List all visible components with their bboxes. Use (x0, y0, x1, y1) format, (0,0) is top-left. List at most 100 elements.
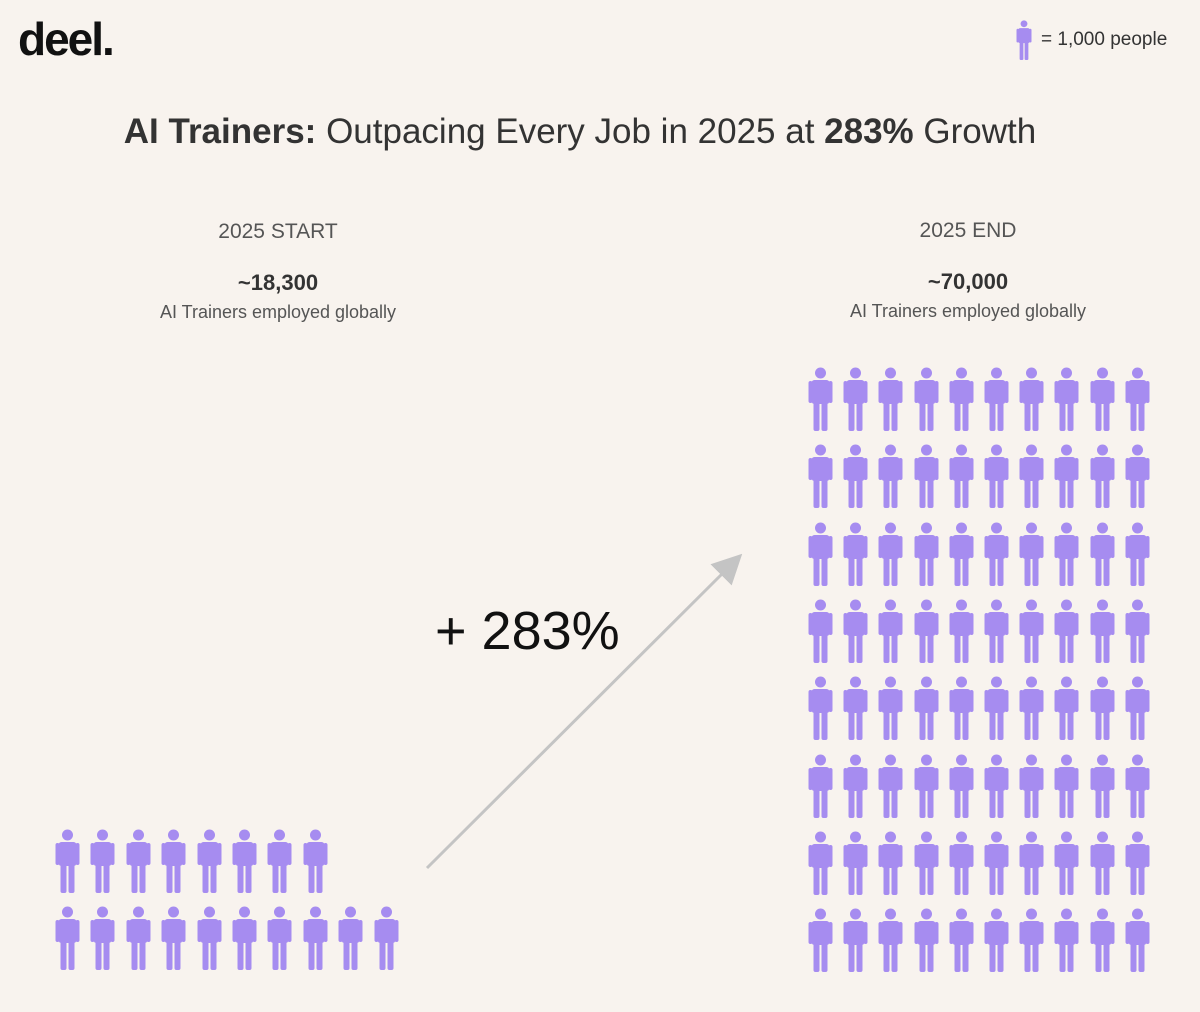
end-person-icon (1125, 444, 1150, 509)
end-person-icon (843, 522, 868, 586)
end-person-icon (808, 754, 833, 818)
end-person-icon (984, 676, 1009, 741)
start-person-icon (267, 829, 292, 893)
end-person-icon (949, 444, 974, 509)
end-person-icon (1090, 444, 1115, 509)
end-person-icon (878, 522, 903, 586)
end-person-icon (1054, 367, 1079, 431)
end-person-icon (1054, 754, 1079, 818)
start-header: 2025 START ~18,300 AI Trainers employed … (78, 220, 478, 323)
legend-text: = 1,000 people (1041, 29, 1168, 50)
end-person-icon (1054, 522, 1079, 586)
end-person-icon (1090, 831, 1115, 895)
end-person-icon (1019, 522, 1044, 586)
end-person-icon (984, 908, 1009, 973)
end-person-icon (1090, 908, 1115, 973)
start-person-icon (90, 829, 115, 893)
end-person-icon (1090, 522, 1115, 586)
end-person-icon (914, 831, 939, 895)
end-person-icon (843, 444, 868, 509)
end-person-icon (808, 831, 833, 895)
end-person-icon (949, 367, 974, 431)
end-person-icon (878, 831, 903, 895)
end-person-icon (1125, 831, 1150, 895)
end-person-icon (1054, 908, 1079, 973)
end-person-icon (843, 831, 868, 895)
end-person-icon (808, 599, 833, 663)
start-person-icon (197, 906, 222, 970)
end-person-icon (914, 522, 939, 586)
person-icon (1016, 20, 1032, 60)
end-person-icon (1125, 908, 1150, 973)
start-period: 2025 START (218, 220, 338, 243)
start-person-icon (126, 906, 151, 970)
end-person-icon (843, 754, 868, 818)
end-person-icon (808, 908, 833, 973)
end-count: ~70,000 (927, 269, 1009, 294)
end-period: 2025 END (919, 219, 1017, 242)
end-person-icon (914, 367, 939, 431)
end-person-icon (914, 444, 939, 509)
start-caption: AI Trainers employed globally (159, 302, 397, 322)
end-person-icon (1019, 444, 1044, 509)
end-person-icon (1019, 367, 1044, 431)
title-prefix: AI Trainers: (123, 112, 317, 151)
end-person-icon (914, 599, 939, 663)
legend: = 1,000 people (1015, 20, 1167, 60)
start-person-icon (55, 829, 80, 893)
end-person-icon (984, 367, 1009, 431)
end-person-icon (843, 676, 868, 741)
chart-title: AI Trainers: Outpacing Every Job in 2025… (0, 112, 1160, 152)
end-person-icon (984, 831, 1009, 895)
end-person-icon (878, 367, 903, 431)
end-person-icon (949, 908, 974, 973)
end-person-icon (1019, 908, 1044, 973)
end-person-icon (1019, 599, 1044, 663)
end-person-icon (1090, 367, 1115, 431)
end-person-icon (1054, 676, 1079, 741)
title-suffix: Growth (913, 112, 1037, 151)
end-person-icon (1054, 444, 1079, 509)
end-person-icon (914, 908, 939, 973)
end-person-icon (1125, 676, 1150, 741)
start-person-icon (90, 906, 115, 970)
end-person-icon (1019, 831, 1044, 895)
end-person-icon (843, 908, 868, 973)
end-person-icon (1125, 599, 1150, 663)
end-person-icon (949, 676, 974, 741)
end-person-icon (984, 754, 1009, 818)
end-person-icon (878, 444, 903, 509)
end-person-icon (949, 754, 974, 818)
start-person-icon (232, 906, 257, 970)
end-person-icon (914, 676, 939, 741)
end-person-icon (878, 754, 903, 818)
start-person-icon (267, 906, 292, 970)
end-person-icon (1125, 522, 1150, 586)
end-person-icon (808, 676, 833, 741)
end-person-icon (878, 676, 903, 741)
start-person-icon (374, 906, 399, 970)
start-person-icon (303, 829, 328, 893)
end-person-icon (1054, 831, 1079, 895)
end-person-icon (808, 522, 833, 586)
start-person-icon (232, 829, 257, 893)
end-person-icon (1019, 754, 1044, 818)
end-person-icon (949, 599, 974, 663)
start-person-icon (126, 829, 151, 893)
start-person-icon (161, 906, 186, 970)
start-person-icon (338, 906, 363, 970)
end-person-icon (949, 522, 974, 586)
start-person-icon (197, 829, 222, 893)
end-person-icon (808, 367, 833, 431)
end-person-icon (1090, 676, 1115, 741)
end-person-icon (1125, 367, 1150, 431)
end-person-icon (878, 599, 903, 663)
end-person-icon (949, 831, 974, 895)
deel-logo: deel. (18, 13, 115, 65)
start-person-icon (161, 829, 186, 893)
growth-label: + 283% (435, 601, 620, 661)
end-person-icon (808, 444, 833, 509)
end-person-icon (1090, 599, 1115, 663)
end-person-icon (878, 908, 903, 973)
